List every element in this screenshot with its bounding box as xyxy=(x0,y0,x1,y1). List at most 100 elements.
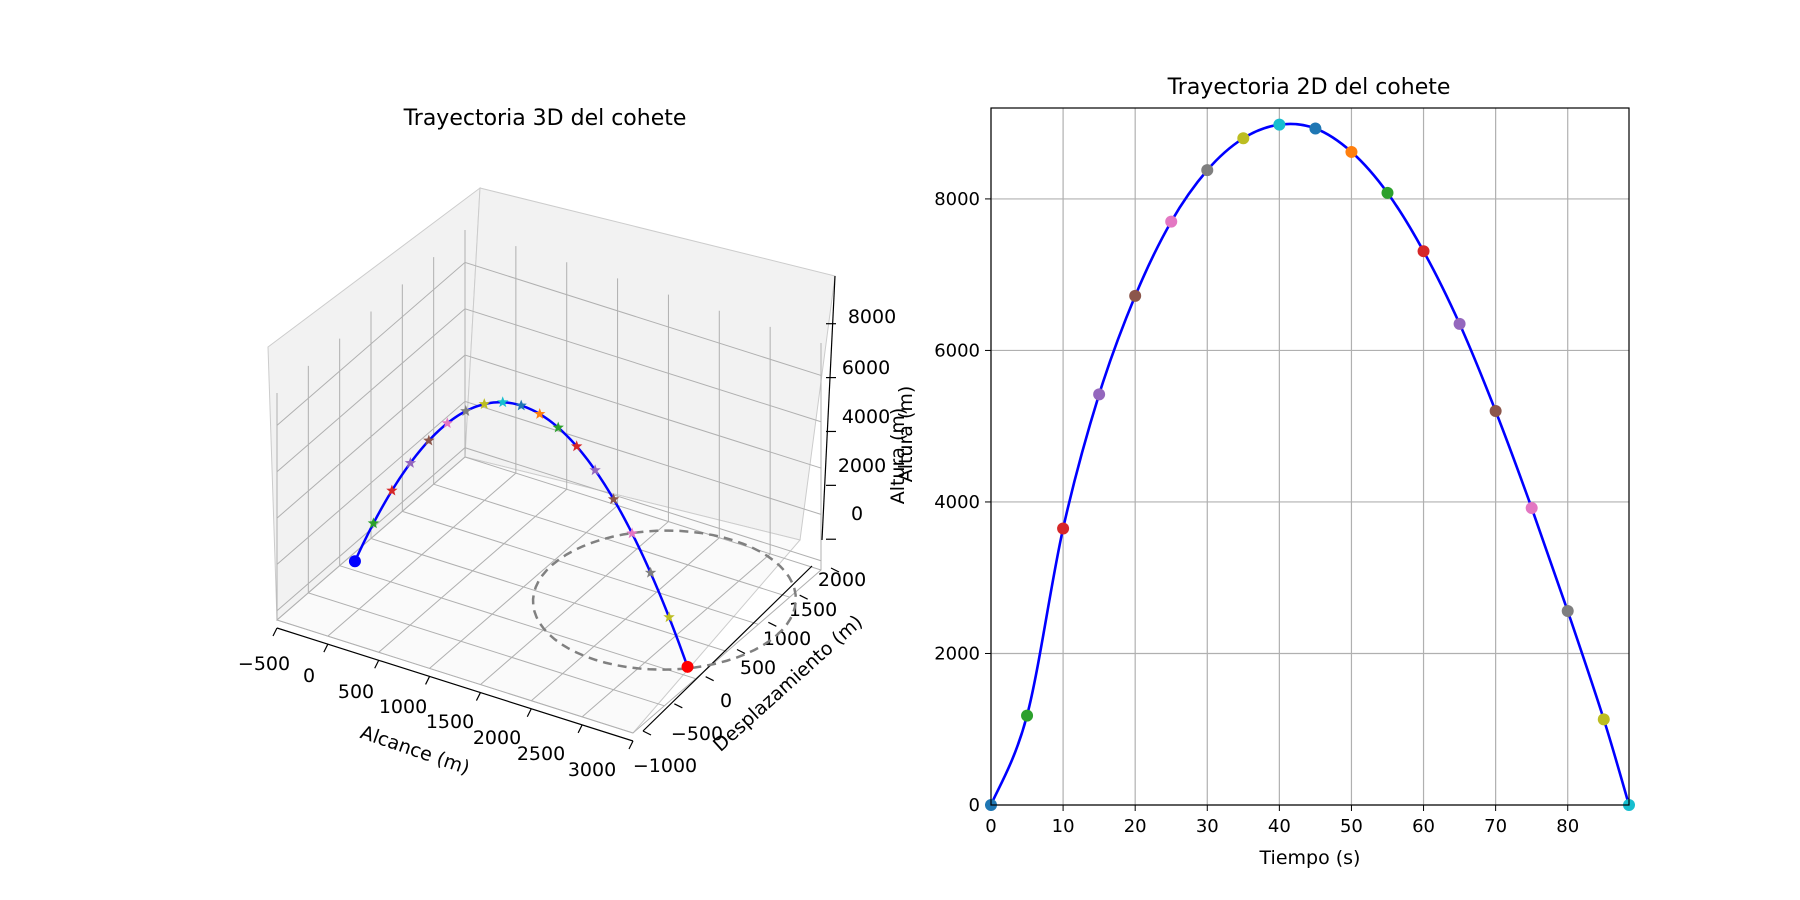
grid-line-y xyxy=(307,365,665,707)
x-tick-label: 500 xyxy=(338,681,374,703)
x-tick-labels: −500 0 500 1000 1500 2000 2500 3000 xyxy=(238,653,616,781)
trajectory-marker-3d xyxy=(423,434,435,446)
trajectory-marker-3d xyxy=(404,457,417,468)
x-tick-label: 20 xyxy=(1124,816,1147,837)
trajectory-marker-3d xyxy=(626,527,638,539)
grid-line-z xyxy=(276,400,822,565)
x-tick xyxy=(323,643,329,653)
data-point xyxy=(1381,186,1394,199)
x-tick-label: 3000 xyxy=(568,759,616,781)
x-tick xyxy=(526,708,532,717)
data-point xyxy=(1273,118,1286,131)
z-tick-label: 6000 xyxy=(842,357,890,379)
data-point xyxy=(1345,145,1358,158)
end-point-3d xyxy=(681,660,694,673)
y-tick-label: 1000 xyxy=(763,628,811,650)
x-tick-label: 80 xyxy=(1556,816,1579,837)
plot-2d-frame xyxy=(990,107,1630,806)
x-tick xyxy=(628,740,634,750)
y-tick xyxy=(768,621,777,627)
y-tick xyxy=(736,648,746,655)
y-tick xyxy=(799,594,808,600)
z-axis-label-3d: Altura (m) xyxy=(895,386,917,483)
x-tick-label: 2500 xyxy=(517,743,565,765)
x-axis-label-2d: Tiempo (s) xyxy=(1259,847,1361,869)
data-point xyxy=(1129,289,1142,302)
trajectory-marker-3d xyxy=(386,484,398,496)
grid-line-z xyxy=(276,447,822,612)
data-point xyxy=(1453,317,1466,330)
plot-3d xyxy=(348,396,798,673)
x-tick-label: 70 xyxy=(1484,816,1507,837)
x-tick-label: 1000 xyxy=(379,696,427,718)
data-point xyxy=(1201,164,1214,177)
ground-circle xyxy=(531,529,798,671)
grid-3d xyxy=(276,230,822,734)
data-point xyxy=(1489,405,1502,418)
grid-line-z xyxy=(276,354,822,519)
grid-line-z xyxy=(276,261,822,426)
trajectory-marker-3d xyxy=(478,398,490,409)
y-tick-label: 8000 xyxy=(934,189,980,210)
data-point xyxy=(1417,245,1430,258)
x-tick xyxy=(374,660,380,669)
data-point xyxy=(1561,605,1574,618)
x-tick-label: 30 xyxy=(1196,816,1219,837)
y-tick-label: 500 xyxy=(740,657,776,679)
axes-3d xyxy=(272,275,840,750)
data-point xyxy=(1597,713,1610,726)
trajectory-marker-3d xyxy=(571,440,583,452)
trajectory-marker-3d xyxy=(367,517,380,529)
y-tick-label: −1000 xyxy=(633,755,697,777)
grid-line-y xyxy=(370,311,728,652)
y-tick-label: −500 xyxy=(671,723,723,745)
grid-line-z xyxy=(276,308,822,473)
y-tick xyxy=(705,676,714,682)
z-tick-label: 8000 xyxy=(848,306,896,328)
x-tick-label: 0 xyxy=(303,665,315,687)
x-tick-label: 0 xyxy=(985,816,996,837)
trajectory-marker-3d xyxy=(441,417,453,429)
data-point xyxy=(1309,122,1322,135)
chart-2d: Trayectoria 2D del cohete 0 10 20 30 40 50 60 7… xyxy=(887,75,1635,869)
trajectory-marker-3d xyxy=(515,399,527,411)
chart-3d-title: Trayectoria 3D del cohete xyxy=(403,106,687,131)
x-tick-label: 40 xyxy=(1268,816,1291,837)
plot-2d xyxy=(985,118,1635,811)
trajectory-marker-3d xyxy=(552,421,564,433)
z-tick-label: 0 xyxy=(851,503,863,525)
data-point xyxy=(1093,388,1106,401)
chart-2d-title: Trayectoria 2D del cohete xyxy=(1167,75,1451,100)
y-tick-label: 2000 xyxy=(818,569,866,591)
y-tick xyxy=(830,567,840,573)
x-tick xyxy=(577,724,583,734)
grid-line-y xyxy=(339,338,696,680)
ticks-2d: 0 10 20 30 40 50 60 70 80 0 2000 4000 6000 8000 xyxy=(934,189,1579,837)
grid-line-y xyxy=(401,284,759,625)
x-tick-label: 1500 xyxy=(426,711,474,733)
z-tick-labels: 0 2000 4000 6000 8000 xyxy=(838,306,896,525)
x-tick-label: 2000 xyxy=(473,727,521,749)
start-point-3d xyxy=(348,555,361,568)
z-axis-line xyxy=(821,275,836,541)
trajectory-marker-3d xyxy=(644,566,657,578)
x-tick-label: 50 xyxy=(1340,816,1363,837)
y-tick-label: 2000 xyxy=(934,643,980,664)
trajectory-marker-3d xyxy=(534,408,546,419)
x-axis-line xyxy=(276,627,634,742)
trajectory-marker-3d xyxy=(589,464,601,476)
x-tick xyxy=(425,676,431,685)
trajectory-marker-3d xyxy=(663,611,675,623)
y-tick-label: 0 xyxy=(969,795,980,816)
y-tick-label: 1500 xyxy=(789,599,837,621)
trajectory-marker-3d xyxy=(497,396,509,408)
data-point xyxy=(1237,132,1250,145)
y-tick-label: 4000 xyxy=(934,492,980,513)
data-point xyxy=(1057,522,1070,535)
y-tick-label: 0 xyxy=(720,690,732,712)
x-tick-label: 10 xyxy=(1052,816,1075,837)
x-tick xyxy=(272,627,278,637)
z-tick-label: 2000 xyxy=(838,455,886,477)
data-point xyxy=(1165,215,1178,228)
